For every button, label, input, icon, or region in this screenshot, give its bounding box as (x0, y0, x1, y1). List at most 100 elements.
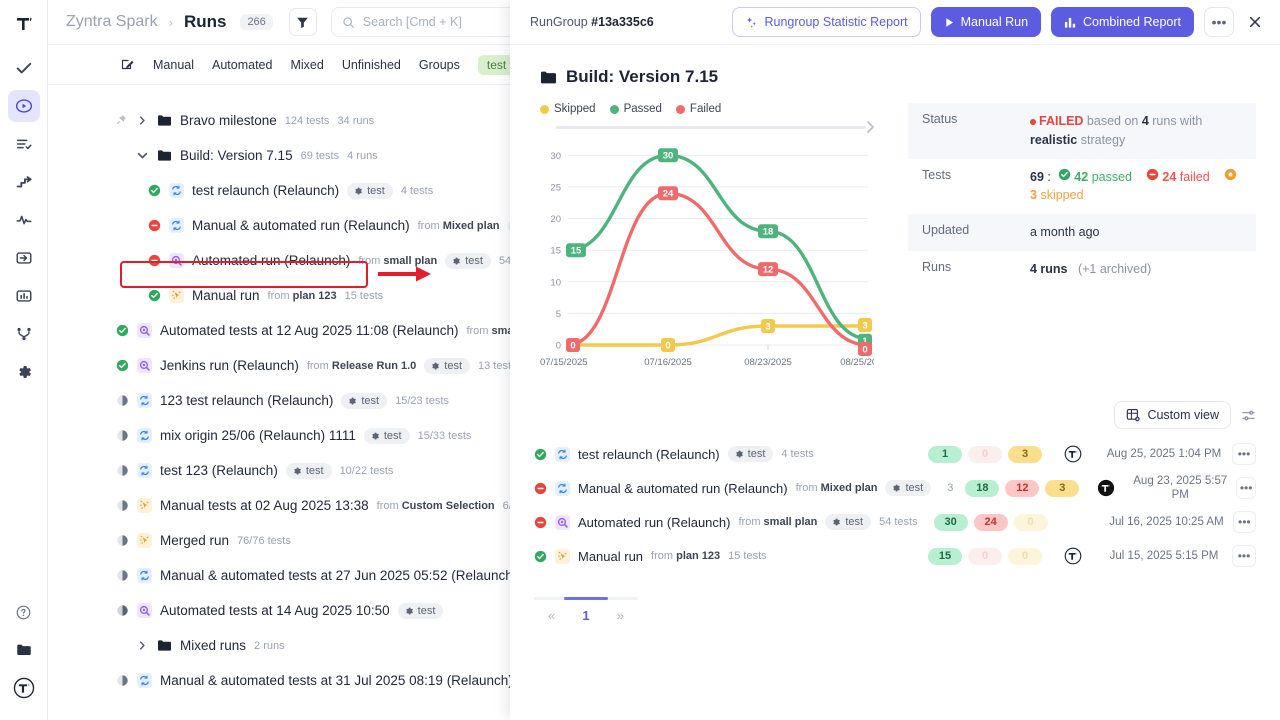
tree-caret-icon[interactable] (135, 641, 149, 650)
more-options-button[interactable]: ••• (1204, 7, 1234, 37)
list-check-icon[interactable] (8, 128, 40, 160)
manual-run-button[interactable]: Manual Run (930, 7, 1042, 37)
run-tag-chip[interactable]: test (424, 357, 470, 374)
pagination-scroll-indicator[interactable] (534, 597, 638, 600)
tree-run-row[interactable]: Merged run 76/76 tests (48, 523, 1280, 558)
run-tag-chip[interactable]: test (363, 427, 410, 444)
pin-icon[interactable] (116, 113, 127, 128)
sliders-icon[interactable] (1241, 408, 1256, 423)
breadcrumb-project[interactable]: Zyntra Spark (66, 13, 158, 30)
run-tag-chip[interactable]: test (285, 462, 332, 479)
tree-run-row[interactable]: Manual run from plan 123 15 tests (48, 278, 1280, 313)
run-row-more-button[interactable]: ••• (1232, 511, 1256, 533)
chart-range-scrollbar[interactable] (556, 121, 876, 133)
import-icon[interactable] (8, 242, 40, 274)
tests-total: 69 (1030, 169, 1044, 184)
run-title: Jenkins run (Relaunch) (160, 358, 299, 373)
run-name: test relaunch (Relaunch) (578, 446, 720, 462)
rungroup-statistic-report-label: Rungroup Statistic Report (764, 15, 908, 29)
pulse-icon[interactable] (8, 204, 40, 236)
run-tag-chip[interactable]: test (825, 514, 872, 530)
tree-run-row[interactable]: 123 test relaunch (Relaunch) test 15/23 te… (48, 383, 1280, 418)
run-row-more-button[interactable]: ••• (1232, 545, 1256, 567)
steps-icon[interactable] (8, 166, 40, 198)
legend-item-skipped[interactable]: Skipped (540, 103, 596, 115)
drawer-close-icon[interactable] (1244, 11, 1266, 33)
branch-icon[interactable] (8, 318, 40, 350)
checkmark-icon[interactable] (8, 52, 40, 84)
tab-manual[interactable]: Manual (153, 57, 194, 72)
svg-text:08/25/2025: 08/25/2025 (840, 357, 874, 368)
tests-colon: : (1043, 169, 1058, 184)
updated-value: a month ago (1030, 225, 1100, 239)
status-mid2: runs with (1148, 114, 1203, 128)
custom-view-button[interactable]: Custom view (1114, 401, 1231, 429)
relaunch-icon (137, 463, 152, 478)
status-passed-icon (148, 289, 161, 302)
tab-groups[interactable]: Groups (418, 57, 460, 72)
edit-square-icon[interactable] (120, 57, 135, 72)
pagination-page-1[interactable]: 1 (582, 608, 590, 623)
search-placeholder: Search [Cmd + K] (362, 15, 462, 29)
run-list-row[interactable]: Manual run from plan 123 15 tests 15 0 0 Jul 1… (534, 539, 1256, 573)
user-avatar-icon[interactable] (8, 672, 40, 704)
tree-caret-icon[interactable] (135, 150, 149, 161)
gear-icon[interactable] (8, 356, 40, 388)
legend-item-failed[interactable]: Failed (675, 103, 721, 115)
svg-text:25: 25 (550, 182, 561, 193)
svg-text:10: 10 (550, 277, 561, 288)
tree-group-meta: 124 tests (284, 114, 330, 127)
chart-bar-icon[interactable] (8, 280, 40, 312)
status-passed-icon (534, 448, 547, 461)
tree-run-row[interactable]: Manual tests at 02 Aug 2025 13:38 from Cu… (48, 488, 1280, 523)
help-circle-icon[interactable] (8, 596, 40, 628)
tree-run-row[interactable]: Automated tests at 14 Aug 2025 10:50 test (48, 593, 1280, 628)
tree-run-row[interactable]: mix origin 25/06 (Relaunch) 1111 test 15/3… (48, 418, 1280, 453)
combined-report-button[interactable]: Combined Report (1051, 7, 1194, 37)
legend-item-passed[interactable]: Passed (609, 103, 662, 115)
filter-icon[interactable] (288, 8, 317, 36)
run-tag-chip[interactable]: test (885, 480, 932, 496)
rail-bottom-group (8, 596, 40, 720)
run-counts: 30 24 0 (933, 513, 1048, 531)
tree-run-row[interactable]: test relaunch (Relaunch) test 4 tests (48, 173, 1280, 208)
run-date: Aug 25, 2025 1:04 PM (1106, 447, 1222, 460)
tree-group-row[interactable]: Mixed runs 2 runs (48, 628, 1280, 663)
tree-run-row[interactable]: test 123 (Relaunch) test 10/22 tests (48, 453, 1280, 488)
passed-check-icon (1058, 168, 1071, 181)
pagination-prev[interactable]: « (548, 608, 556, 623)
run-tag-chip[interactable]: test (397, 602, 444, 619)
run-list-row[interactable]: Manual & automated run (Relaunch) from Mi… (534, 471, 1256, 505)
folder-icon[interactable] (8, 634, 40, 666)
overview-split: Skipped Passed Failed (534, 99, 1256, 385)
tree-group-row[interactable]: Bravo milestone 124 tests 34 runs (48, 103, 1280, 138)
play-circle-icon[interactable] (7, 90, 40, 122)
run-plan-source: from small plan (358, 254, 438, 267)
status-post: strategy (1077, 132, 1126, 147)
run-row-more-button[interactable]: ••• (1232, 443, 1256, 465)
tree-run-row[interactable]: Jenkins run (Relaunch) from Release Run 1… (48, 348, 1280, 383)
pagination: « 1 » (534, 597, 638, 623)
run-list-row[interactable]: test relaunch (Relaunch) test 4 tests 1 0 3 Au… (534, 437, 1256, 471)
run-tag-chip[interactable]: test (445, 252, 491, 269)
run-counts: 15 0 0 (928, 547, 1042, 565)
tree-caret-icon[interactable] (135, 116, 149, 125)
rungroup-statistic-report-button[interactable]: Rungroup Statistic Report (732, 7, 921, 37)
tab-automated[interactable]: Automated (212, 57, 273, 72)
run-list-row[interactable]: Automated run (Relaunch) from small plan t… (534, 505, 1256, 539)
tab-mixed[interactable]: Mixed (290, 57, 324, 72)
run-plan-source: from Mixed plan (417, 219, 500, 232)
failed-minus-icon (1146, 168, 1159, 181)
tab-unfinished[interactable]: Unfinished (341, 57, 401, 72)
run-row-more-button[interactable]: ••• (1236, 477, 1256, 499)
logo-icon[interactable] (8, 8, 40, 40)
tree-group-title: Build: Version 7.15 (180, 148, 293, 163)
run-tag-chip[interactable]: test (347, 182, 393, 199)
run-tag-chip[interactable]: test (341, 392, 388, 409)
tree-group-row[interactable]: Build: Version 7.15 69 tests 4 runs (48, 138, 1280, 173)
run-tag-chip[interactable]: test (727, 446, 774, 462)
legend-dot-skipped (540, 104, 549, 114)
pagination-next[interactable]: » (616, 608, 624, 623)
run-tag-label: test (417, 604, 436, 617)
